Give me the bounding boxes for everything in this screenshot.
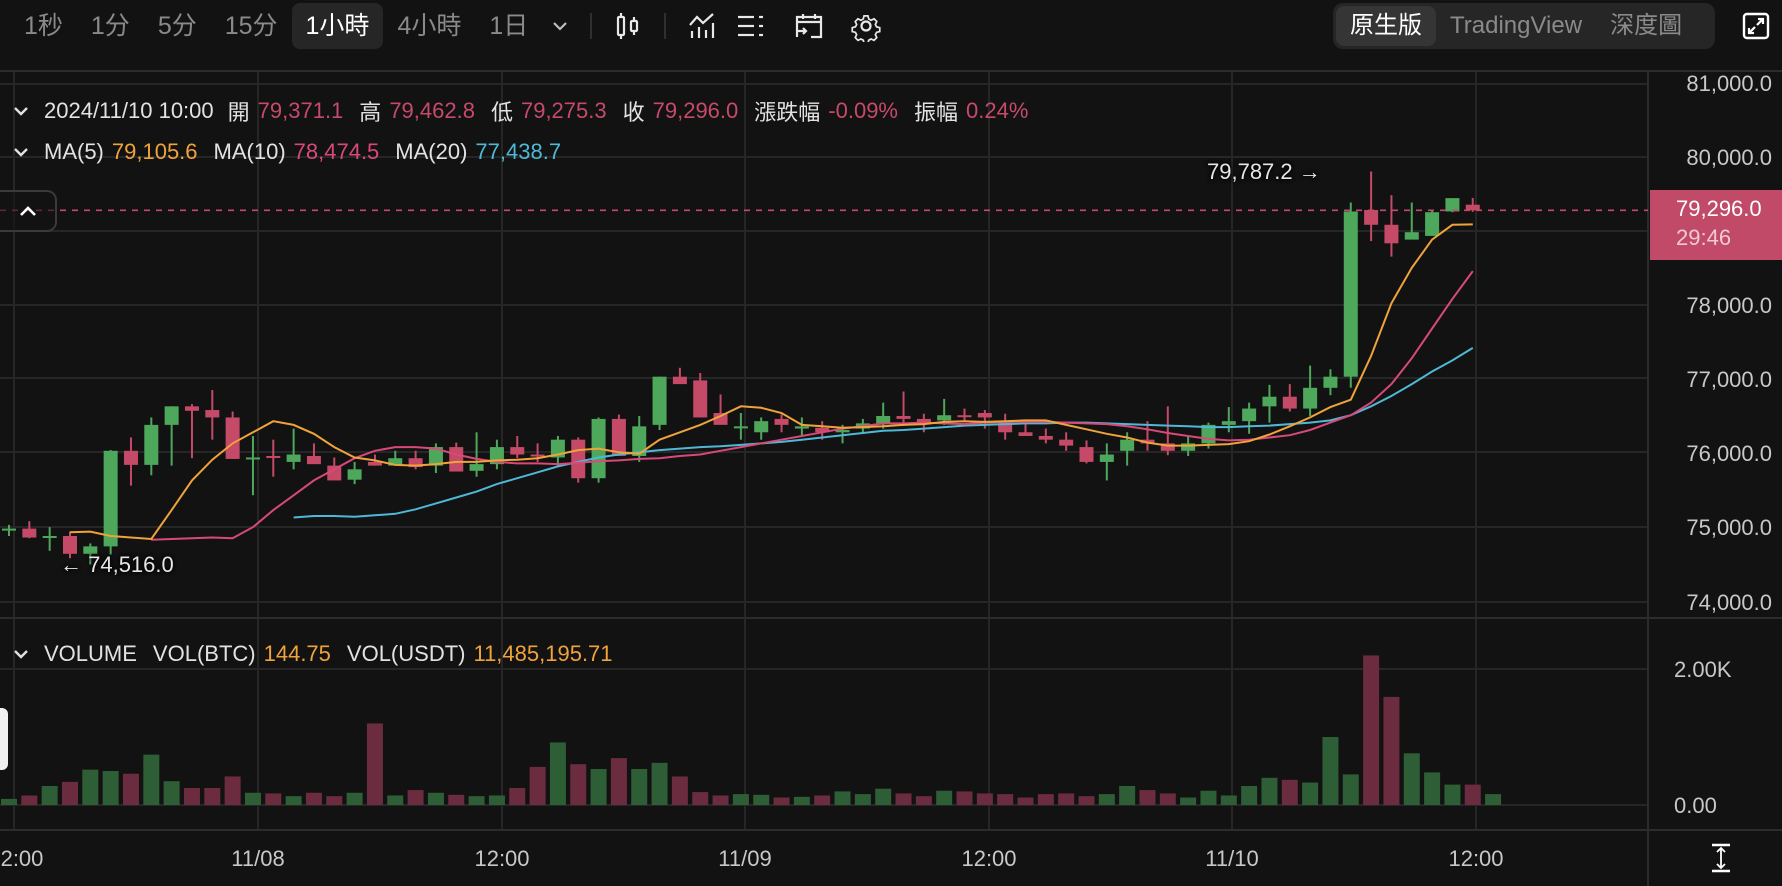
interval-1s[interactable]: 1秒 bbox=[24, 12, 63, 40]
ma20-label: MA(20) bbox=[395, 139, 468, 164]
time-tick: 11/09 bbox=[718, 846, 772, 871]
interval-1m[interactable]: 1分 bbox=[90, 12, 130, 40]
ma10-label: MA(10) bbox=[213, 139, 286, 164]
change-value: -0.09% bbox=[828, 98, 898, 123]
high-value: 79,462.8 bbox=[389, 98, 475, 123]
price-tick: 78,000.0 bbox=[1686, 293, 1772, 318]
ma5-label: MA(5) bbox=[44, 139, 104, 164]
chart-view-switch: 原生版 TradingView 深度圖 bbox=[1333, 3, 1715, 49]
vol-usdt-label: VOL(USDT) bbox=[346, 641, 466, 666]
chevron-down-icon bbox=[14, 650, 28, 659]
chart-toolbar: 1秒 1分 5分 15分 1小時 4小時 1日 原生版 TradingView … bbox=[0, 0, 1782, 52]
ma20-value: 77,438.7 bbox=[475, 139, 562, 164]
settings-button[interactable] bbox=[845, 5, 887, 47]
date-jump-button[interactable] bbox=[788, 5, 830, 47]
ma10-value: 78,474.5 bbox=[293, 139, 380, 164]
current-price: 79,296.0 bbox=[1676, 196, 1762, 221]
ohlc-legend: 2024/11/10 10:00 開 79,371.1 高 79,462.8 低… bbox=[10, 95, 1044, 127]
drawing-list-button[interactable] bbox=[729, 5, 771, 47]
time-tick: 12:00 bbox=[961, 846, 1017, 871]
collapse-legend-button[interactable] bbox=[0, 190, 57, 232]
volume-tick: 0.00 bbox=[1674, 793, 1717, 818]
candle-countdown: 29:46 bbox=[1676, 225, 1732, 250]
low-value: 79,275.3 bbox=[520, 98, 607, 123]
collapse-volume-toggle[interactable] bbox=[10, 643, 32, 665]
amplitude-value: 0.24% bbox=[966, 98, 1029, 123]
vertical-resize-icon bbox=[1712, 843, 1730, 873]
view-depth[interactable]: 深度圖 bbox=[1610, 12, 1683, 39]
volume-legend: VOLUME VOL(BTC) 144.75 VOL(USDT) 11,485,… bbox=[10, 641, 629, 667]
price-tick: 75,000.0 bbox=[1686, 515, 1772, 540]
price-tick: 80,000.0 bbox=[1686, 145, 1772, 170]
axis-resize-handle[interactable] bbox=[1706, 840, 1736, 876]
close-label: 收 bbox=[622, 100, 645, 125]
chevron-down-icon bbox=[553, 22, 568, 31]
time-tick: 2:00 bbox=[0, 846, 44, 871]
chevron-up-icon bbox=[19, 206, 36, 216]
price-tick: 76,000.0 bbox=[1686, 441, 1772, 466]
current-price-tag: 79,296.0 29:46 bbox=[1650, 190, 1782, 260]
vol-btc-value: 144.75 bbox=[263, 641, 331, 666]
interval-5m[interactable]: 5分 bbox=[157, 12, 197, 40]
price-volume-chart[interactable] bbox=[0, 70, 1782, 886]
interval-1h[interactable]: 1小時 bbox=[291, 3, 384, 49]
open-label: 開 bbox=[227, 100, 250, 125]
candle-datetime: 2024/11/10 10:00 bbox=[44, 98, 214, 123]
price-tick: 77,000.0 bbox=[1686, 367, 1772, 392]
interval-selector: 1秒 1分 5分 15分 1小時 4小時 1日 bbox=[10, 3, 578, 49]
price-tick: 74,000.0 bbox=[1686, 590, 1772, 615]
view-tradingview[interactable]: TradingView bbox=[1450, 12, 1583, 39]
candle-type-icon bbox=[617, 13, 639, 39]
toolbar-divider bbox=[590, 13, 593, 39]
volume-title: VOLUME bbox=[44, 641, 137, 666]
interval-1d[interactable]: 1日 bbox=[489, 12, 529, 40]
gear-icon bbox=[851, 15, 881, 42]
interval-4h[interactable]: 4小時 bbox=[397, 12, 462, 40]
time-tick: 11/10 bbox=[1205, 846, 1259, 871]
view-native[interactable]: 原生版 bbox=[1336, 6, 1436, 46]
collapse-ma-toggle[interactable] bbox=[10, 141, 32, 163]
low-label: 低 bbox=[490, 100, 513, 125]
vol-btc-label: VOL(BTC) bbox=[152, 641, 256, 666]
ma5-value: 79,105.6 bbox=[111, 139, 198, 164]
ma-legend: MA(5) 79,105.6 MA(10) 78,474.5 MA(20) 77… bbox=[10, 139, 577, 165]
volume-tick: 2.00K bbox=[1674, 657, 1732, 682]
vol-usdt-value: 11,485,195.71 bbox=[473, 641, 613, 666]
expand-icon bbox=[1742, 12, 1770, 40]
collapse-legend-toggle[interactable] bbox=[10, 100, 32, 122]
high-label: 高 bbox=[359, 100, 382, 125]
indicators-button[interactable] bbox=[681, 5, 723, 47]
open-value: 79,371.1 bbox=[257, 98, 344, 123]
close-value: 79,296.0 bbox=[652, 98, 739, 123]
toolbar-divider bbox=[664, 13, 667, 39]
time-tick: 12:00 bbox=[474, 846, 530, 871]
price-tick: 81,000.0 bbox=[1686, 71, 1772, 96]
low-annotation: ← 74,516.0 bbox=[60, 552, 174, 577]
amplitude-label: 振幅 bbox=[914, 100, 959, 125]
fullscreen-button[interactable] bbox=[1736, 6, 1776, 46]
side-panel-handle[interactable] bbox=[0, 708, 8, 770]
time-tick: 11/08 bbox=[231, 846, 285, 871]
high-annotation: 79,787.2 → bbox=[1207, 159, 1321, 184]
indicators-icon bbox=[689, 13, 715, 38]
more-intervals-dropdown[interactable] bbox=[542, 6, 578, 46]
chart-area[interactable] bbox=[0, 70, 1782, 886]
interval-15m[interactable]: 15分 bbox=[224, 12, 278, 40]
time-tick: 12:00 bbox=[1448, 846, 1504, 871]
chevron-down-icon bbox=[14, 148, 28, 157]
chevron-down-icon bbox=[14, 107, 28, 116]
candle-type-button[interactable] bbox=[607, 5, 649, 47]
date-jump-icon bbox=[796, 14, 823, 39]
drawing-list-icon bbox=[738, 15, 764, 37]
change-label: 漲跌幅 bbox=[754, 100, 821, 125]
